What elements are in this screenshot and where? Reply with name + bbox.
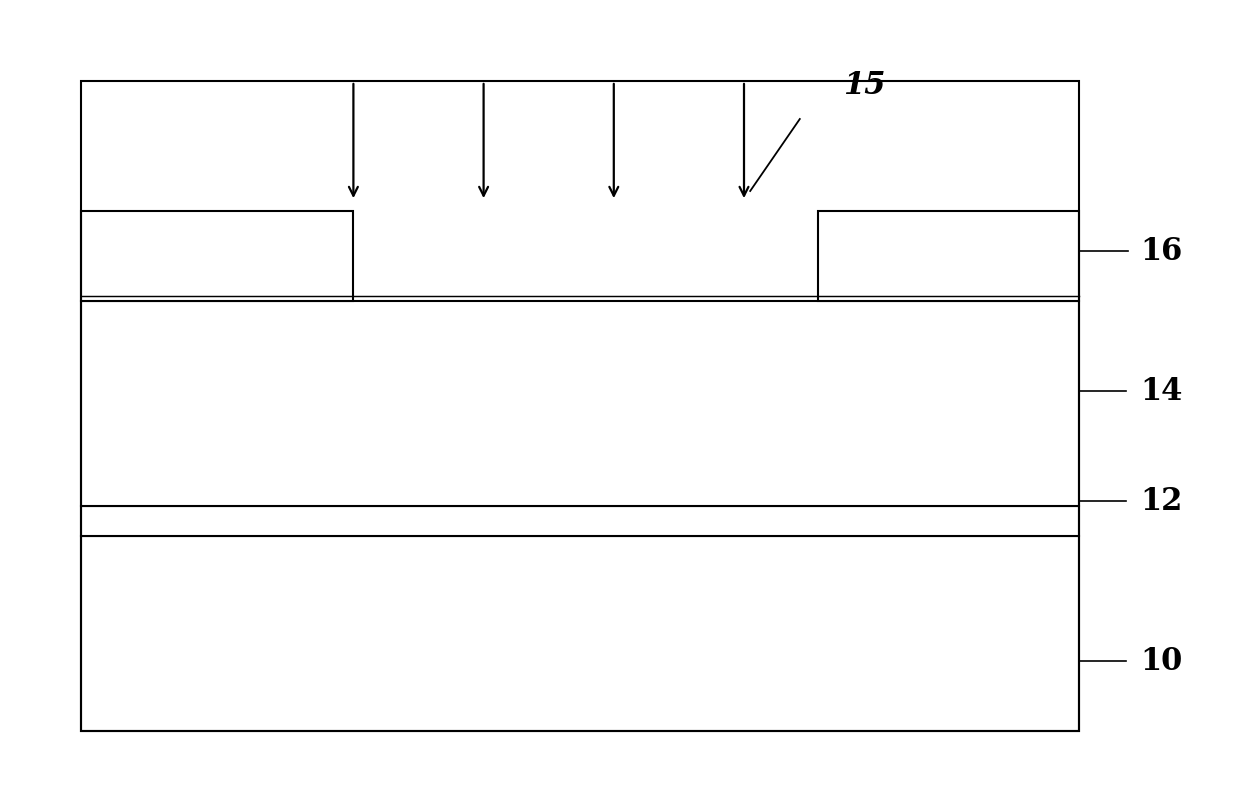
Text: 16: 16 [1141, 236, 1183, 267]
Bar [81, 81, 1079, 731]
Text: 15: 15 [843, 70, 885, 101]
Bar [818, 211, 1079, 301]
Bar [81, 506, 1079, 536]
Text: 14: 14 [1141, 376, 1183, 407]
Text: 10: 10 [1141, 645, 1183, 676]
Bar [81, 211, 353, 301]
Bar [81, 301, 1079, 506]
Text: 12: 12 [1141, 486, 1183, 517]
Bar [81, 536, 1079, 731]
